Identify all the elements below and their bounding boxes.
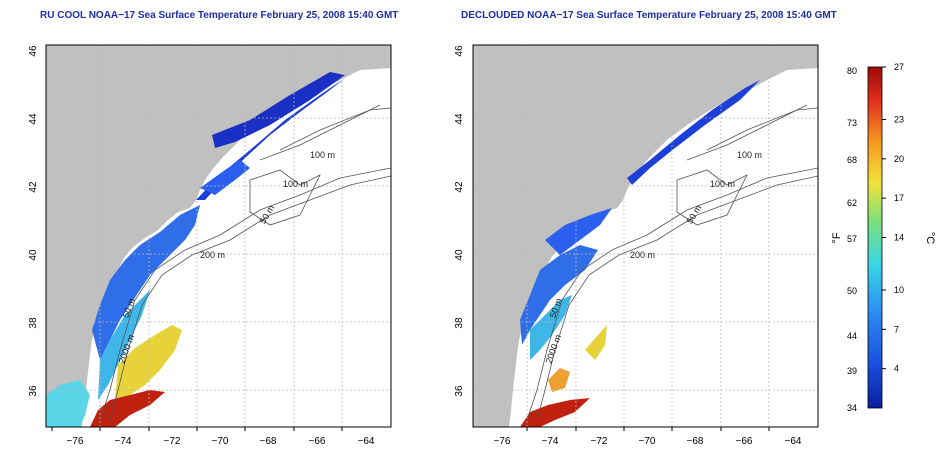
left-x-tick-label: −68 — [260, 436, 277, 447]
colorbar-f-tick: 80 — [847, 66, 857, 76]
left-y-tick-label: 44 — [28, 113, 39, 125]
left-map-frame — [45, 44, 392, 428]
right-y-tick-label: 44 — [454, 113, 465, 125]
right-y-tick-label: 46 — [454, 45, 465, 57]
left-sst-shelf — [92, 205, 200, 360]
left-land-mass — [46, 45, 391, 427]
right-y-tick-label: 42 — [454, 181, 465, 193]
left-y-tick-label: 42 — [28, 181, 39, 193]
right-sst-cold — [627, 80, 760, 185]
left-x-tick-label: −66 — [309, 436, 326, 447]
left-y-tick-label: 36 — [28, 385, 39, 397]
colorbar-c-tick: 7 — [894, 324, 899, 334]
colorbar-c-tick: 20 — [894, 154, 904, 164]
right-x-tick-label: −72 — [591, 436, 608, 447]
left-x-ticks: −76 −74 −72 −70 −68 −66 −64 — [51, 427, 375, 447]
left-y-tick-label: 46 — [28, 45, 39, 57]
right-y-tick-label: 36 — [454, 385, 465, 397]
colorbar-f-tick: 62 — [847, 198, 857, 208]
left-sst-slope — [98, 290, 150, 400]
right-sst-warm-2 — [548, 368, 570, 392]
right-x-tick-label: −66 — [736, 436, 753, 447]
right-sst-slope — [530, 295, 572, 360]
left-x-tick-label: −74 — [115, 436, 132, 447]
right-y-tick-label: 40 — [454, 249, 465, 261]
left-y-ticks: 36 38 40 42 44 46 — [28, 45, 39, 397]
right-x-tick-label: −74 — [542, 436, 559, 447]
left-sst-warm — [115, 325, 182, 400]
colorbar-c-tick: 17 — [894, 193, 904, 203]
colorbar-f-tick: 68 — [847, 155, 857, 165]
colorbar-gradient — [867, 66, 883, 409]
right-x-ticks: −76 −74 −72 −70 −68 −66 −64 — [494, 427, 802, 447]
colorbar-f-tick: 44 — [847, 331, 857, 341]
colorbar-f-tick: 50 — [847, 286, 857, 296]
left-x-tick-label: −72 — [164, 436, 181, 447]
colorbar-f-tick: 39 — [847, 366, 857, 376]
right-y-tick-label: 38 — [454, 317, 465, 329]
right-bathymetry-contours — [526, 104, 818, 421]
left-x-tick-label: −70 — [212, 436, 229, 447]
left-x-tick-label: −64 — [358, 436, 375, 447]
colorbar-c-tick: 14 — [894, 233, 904, 243]
right-contour-label-4: 200 m — [630, 250, 655, 260]
right-land-mass — [473, 45, 818, 427]
left-panel-title: RU COOL NOAA−17 Sea Surface Temperature … — [40, 10, 399, 21]
right-sst-gulf-maine — [545, 208, 612, 255]
colorbar-unit-f: °F — [831, 232, 843, 243]
colorbar-f-tick: 57 — [847, 234, 857, 244]
left-sst-gulfstream — [90, 390, 165, 427]
colorbar-fahrenheit-labels: 80 73 68 62 57 50 44 39 34 — [847, 66, 857, 413]
right-sst-shelf — [520, 245, 598, 345]
colorbar-c-tick: 27 — [894, 62, 904, 72]
colorbar-c-tick: 10 — [894, 285, 904, 295]
right-contour-label-1: 100 m — [737, 150, 762, 160]
left-grid — [46, 45, 391, 427]
left-contour-label-1: 100 m — [310, 150, 335, 160]
right-x-tick-label: −64 — [785, 436, 802, 447]
colorbar-c-tick: 23 — [894, 114, 904, 124]
right-sst-gulfstream — [520, 398, 590, 427]
colorbar-f-tick: 34 — [847, 403, 857, 413]
left-x-tick-label: −76 — [67, 436, 84, 447]
left-y-tick-label: 40 — [28, 249, 39, 261]
colorbar-unit-c: °C — [924, 232, 936, 244]
right-x-tick-label: −76 — [494, 436, 511, 447]
right-x-tick-label: −70 — [639, 436, 656, 447]
right-x-tick-label: −68 — [687, 436, 704, 447]
left-y-tick-label: 38 — [28, 317, 39, 329]
right-grid — [473, 45, 818, 427]
left-contour-label-2: 100 m — [283, 179, 308, 189]
left-contour-label-4: 200 m — [200, 250, 225, 260]
right-map-frame — [472, 44, 819, 428]
colorbar-f-tick: 73 — [847, 118, 857, 128]
left-bathymetry-contours — [99, 104, 391, 421]
left-sst-gulf-maine — [200, 160, 250, 195]
right-contour-label-2: 100 m — [710, 179, 735, 189]
left-sst-cyan — [46, 380, 90, 427]
colorbar-c-tick: 4 — [894, 364, 899, 374]
right-panel-title: DECLOUDED NOAA−17 Sea Surface Temperatur… — [461, 10, 837, 21]
colorbar-celsius-labels: 27 23 20 17 14 10 7 4 — [882, 62, 904, 374]
right-sst-warm — [585, 325, 607, 360]
right-y-ticks: 36 38 40 42 44 46 — [454, 45, 465, 397]
